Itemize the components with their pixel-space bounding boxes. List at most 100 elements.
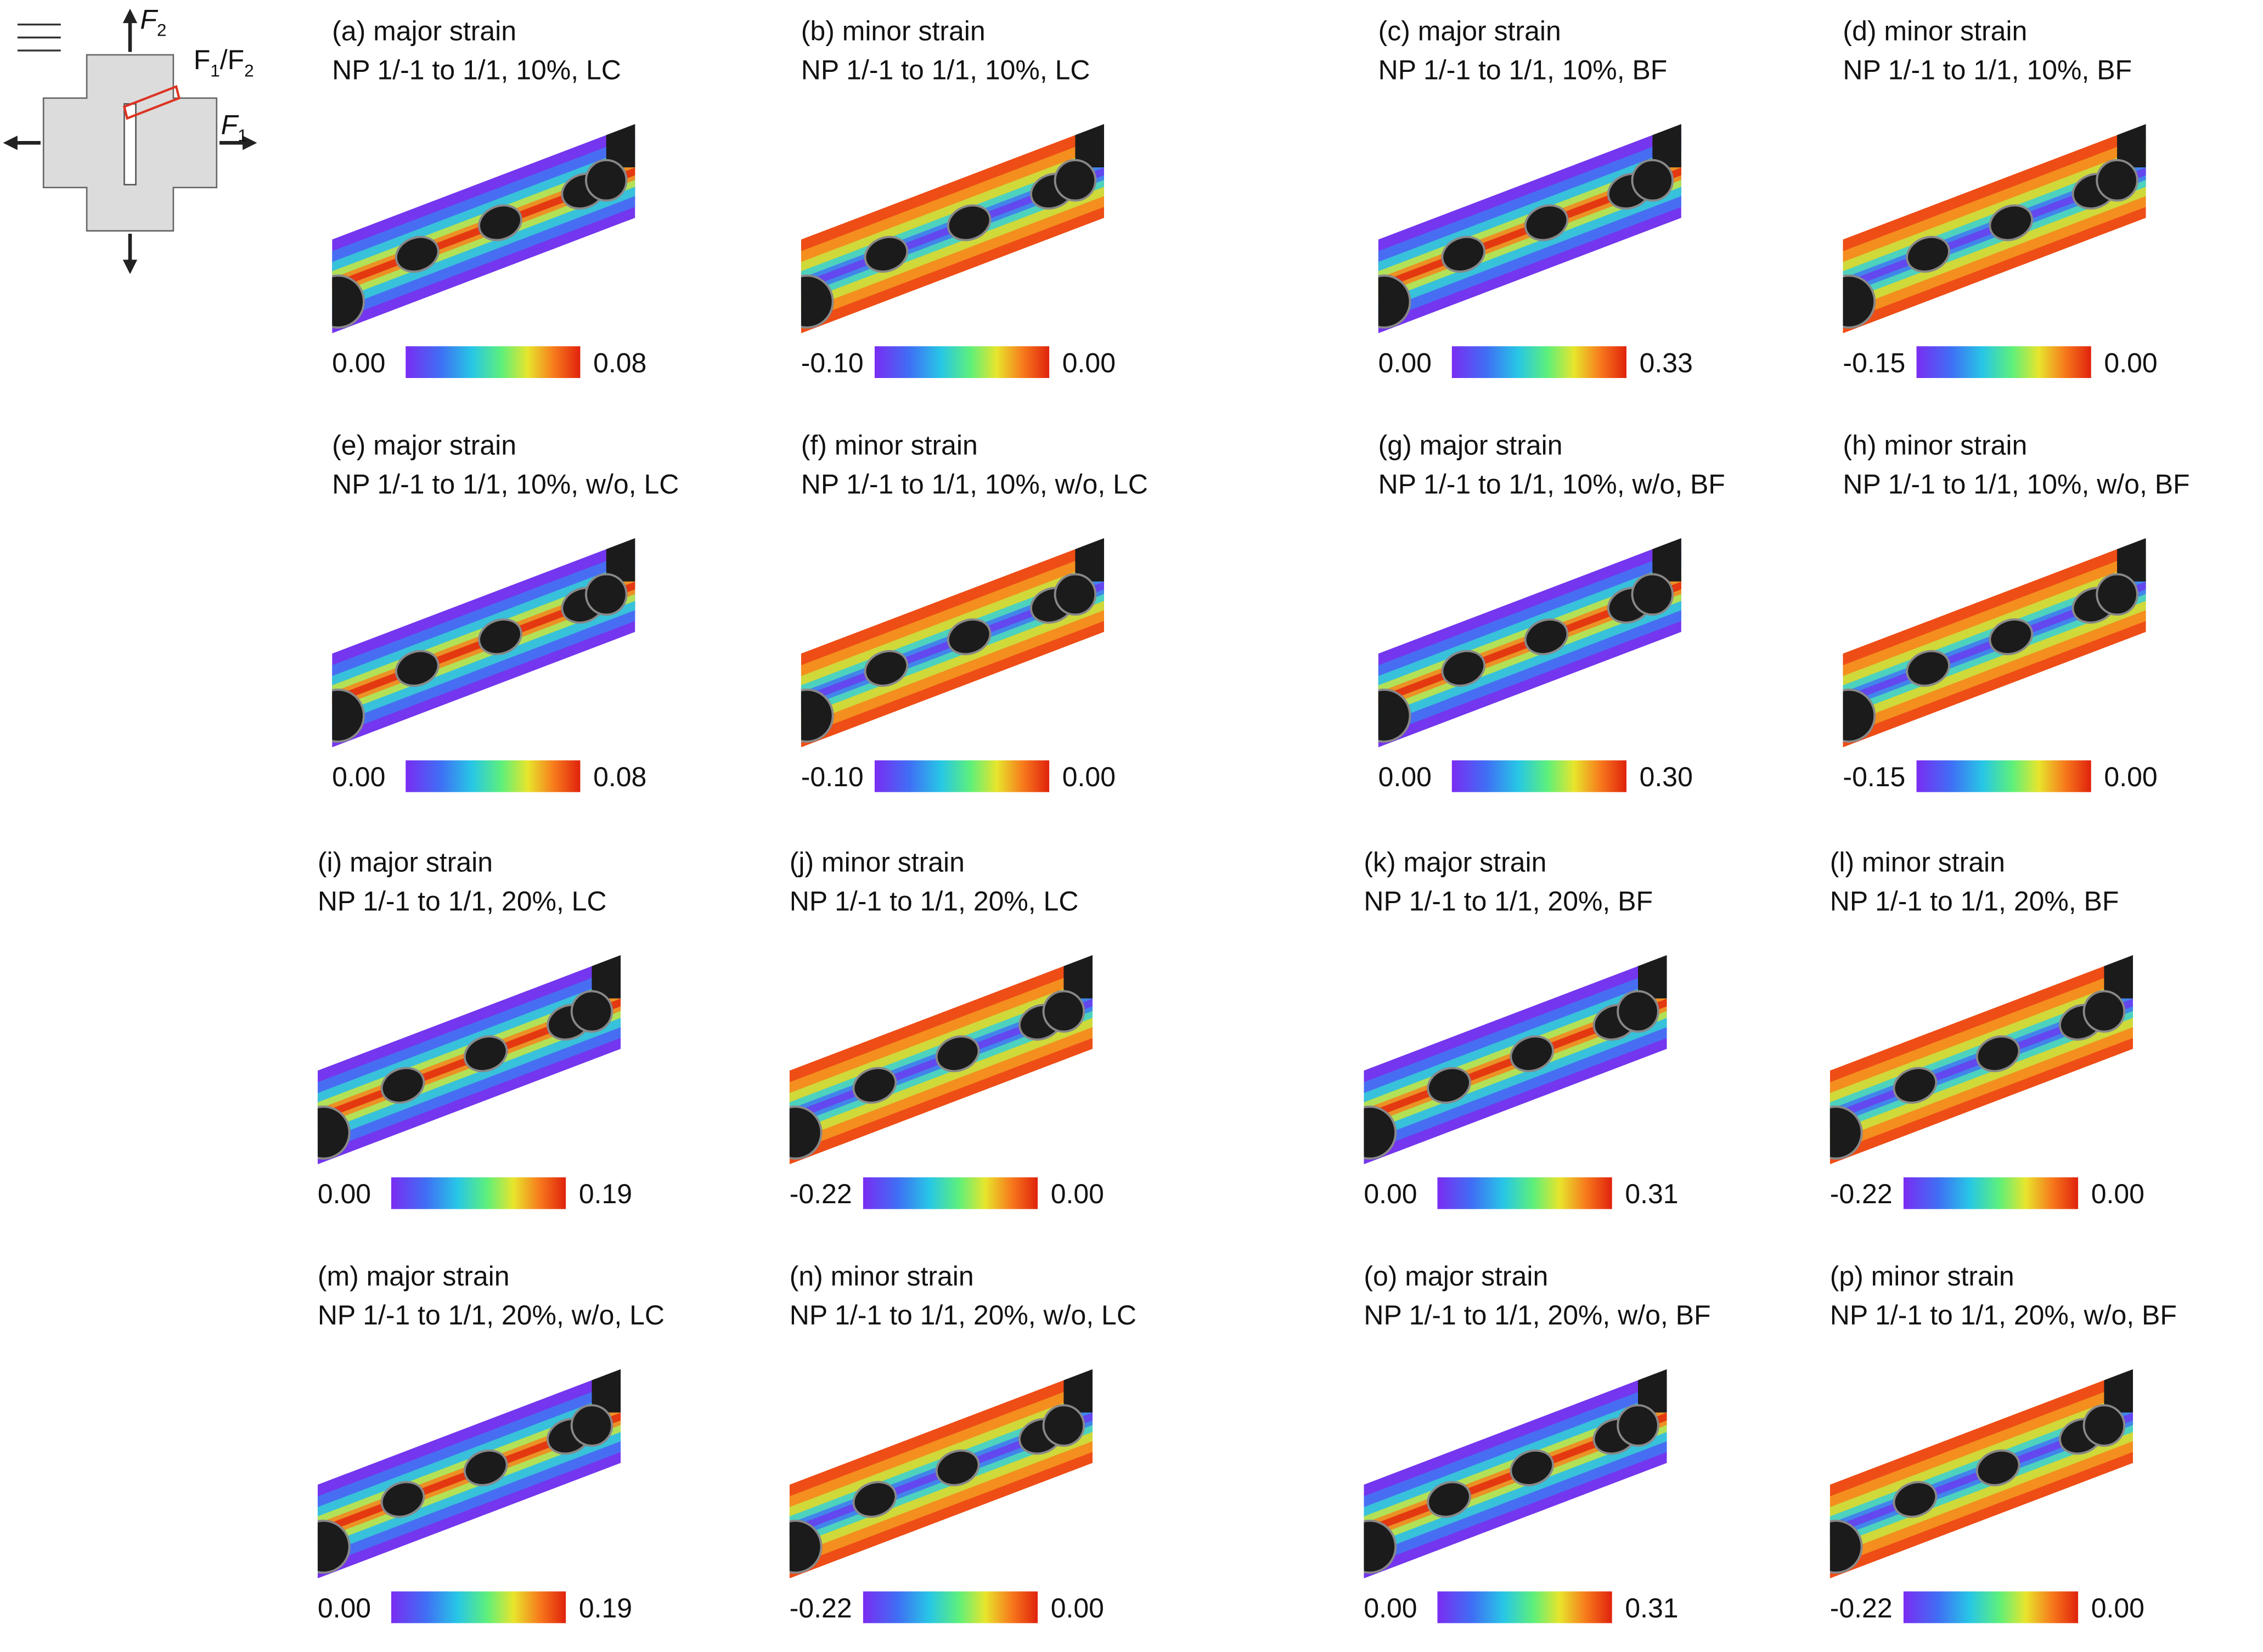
corner-block — [606, 124, 635, 168]
colorbar-max: 0.31 — [1625, 1593, 1678, 1623]
panel-title: (e) major strain — [332, 430, 516, 460]
hole — [478, 204, 522, 241]
panel: (m) major strain NP 1/-1 to 1/1, 20%, w/o… — [317, 1261, 665, 1623]
colorbar-max: 0.00 — [2104, 347, 2157, 378]
label-sub: 2 — [244, 60, 254, 80]
colorbar-min: 0.00 — [332, 762, 385, 792]
colorbar — [1437, 1177, 1612, 1209]
hole — [1441, 650, 1486, 687]
corner-block — [2104, 955, 2133, 999]
corner-hole — [1054, 159, 1097, 202]
panel: (p) minor strain NP 1/-1 to 1/1, 20%, w/o… — [1829, 1261, 2177, 1623]
panel-title: (o) major strain — [1364, 1261, 1548, 1292]
corner-hole — [1843, 689, 1876, 743]
corner-block — [1063, 1369, 1093, 1413]
corner-hole — [585, 159, 628, 202]
panel-subtitle: NP 1/-1 to 1/1, 20%, w/o, BF — [1830, 1300, 2177, 1330]
corner-hole — [789, 1106, 823, 1160]
hole — [1989, 204, 2034, 241]
strain-map — [317, 1369, 621, 1578]
corner-hole — [1364, 1519, 1397, 1574]
hole — [947, 618, 992, 656]
colorbar-max: 0.08 — [593, 347, 646, 378]
corner-hole — [1042, 1404, 1085, 1447]
specimen-diagram: F2 F1/F2 F1 — [3, 4, 257, 274]
colorbar-min: -0.15 — [1843, 762, 1905, 792]
corner-hole — [332, 689, 365, 743]
panel: (i) major strain NP 1/-1 to 1/1, 20%, LC 0… — [317, 847, 632, 1209]
colorbar — [1903, 1177, 2079, 1209]
strain-map — [1378, 538, 1681, 748]
panel-title: (k) major strain — [1364, 847, 1546, 877]
force-arrows — [12, 20, 249, 263]
strain-map — [1364, 1369, 1667, 1578]
panel-title: (l) minor strain — [1830, 847, 2005, 877]
hole — [1906, 235, 1950, 273]
strain-map — [1843, 124, 2146, 334]
colorbar — [391, 1177, 566, 1209]
hole — [1975, 1449, 2020, 1486]
corner-block — [2117, 124, 2146, 168]
panel-title: (b) minor strain — [801, 16, 986, 47]
corner-block — [2117, 538, 2146, 582]
strain-map — [789, 1369, 1093, 1578]
panel-subtitle: NP 1/-1 to 1/1, 20%, BF — [1364, 886, 1653, 916]
corner-block — [1063, 955, 1093, 999]
colorbar-max: 0.30 — [1640, 762, 1693, 792]
colorbar-max: 0.19 — [579, 1179, 632, 1209]
colorbar — [1437, 1591, 1612, 1623]
colorbar — [863, 1591, 1038, 1623]
corner-hole — [1617, 1404, 1659, 1447]
corner-block — [1638, 1369, 1667, 1413]
corner-block — [592, 1369, 621, 1413]
corner-hole — [317, 1519, 351, 1574]
strain-map — [1829, 1369, 2133, 1578]
hole — [380, 1481, 425, 1518]
panel: (l) minor strain NP 1/-1 to 1/1, 20%, BF -… — [1829, 847, 2144, 1209]
panel-subtitle: NP 1/-1 to 1/1, 20%, LC — [318, 886, 607, 916]
colorbar-max: 0.08 — [593, 762, 646, 792]
label-sub: 1 — [238, 126, 247, 145]
hole — [463, 1449, 508, 1486]
panel-subtitle: NP 1/-1 to 1/1, 10%, w/o, BF — [1378, 469, 1725, 499]
label-mid: /F — [220, 44, 244, 75]
panel-title: (p) minor strain — [1830, 1261, 2014, 1292]
colorbar — [406, 346, 581, 378]
hole — [935, 1035, 980, 1073]
corner-block — [1075, 538, 1105, 582]
corner-hole — [1054, 573, 1097, 616]
hole — [935, 1449, 980, 1486]
colorbar-max: 0.33 — [1640, 347, 1693, 378]
colorbar-max: 0.00 — [2104, 762, 2157, 792]
label-sub: 2 — [157, 20, 167, 40]
hole — [1510, 1449, 1555, 1486]
hole — [1989, 618, 2034, 656]
label-sub: 1 — [210, 60, 220, 80]
corner-hole — [789, 1519, 823, 1574]
corner-block — [1075, 124, 1105, 168]
strain-map — [801, 538, 1105, 748]
hole — [852, 1481, 897, 1518]
hole — [380, 1067, 425, 1104]
arrowhead — [122, 8, 138, 24]
panel-subtitle: NP 1/-1 to 1/1, 10%, LC — [332, 55, 621, 86]
panel-subtitle: NP 1/-1 to 1/1, 10%, w/o, BF — [1843, 469, 2189, 499]
corner-block — [1652, 538, 1681, 582]
hole — [1510, 1035, 1555, 1073]
panel: (a) major strain NP 1/-1 to 1/1, 10%, LC 0… — [332, 16, 646, 378]
panel-subtitle: NP 1/-1 to 1/1, 10%, w/o, LC — [801, 469, 1148, 499]
colorbar-min: -0.22 — [1830, 1593, 1893, 1623]
panel: (d) minor strain NP 1/-1 to 1/1, 10%, BF -… — [1843, 16, 2158, 378]
ratio-label: F1/F2 — [194, 44, 254, 80]
panel-title: (a) major strain — [332, 16, 516, 47]
colorbar-min: -0.15 — [1843, 347, 1905, 378]
panel: (e) major strain NP 1/-1 to 1/1, 10%, w/o… — [332, 430, 679, 792]
hole — [1427, 1481, 1471, 1518]
colorbar-min: 0.00 — [332, 347, 385, 378]
hole — [947, 204, 992, 241]
panel-subtitle: NP 1/-1 to 1/1, 20%, w/o, LC — [790, 1300, 1136, 1330]
strain-map — [1378, 124, 1681, 334]
corner-hole — [332, 274, 365, 329]
corner-hole — [317, 1106, 351, 1160]
